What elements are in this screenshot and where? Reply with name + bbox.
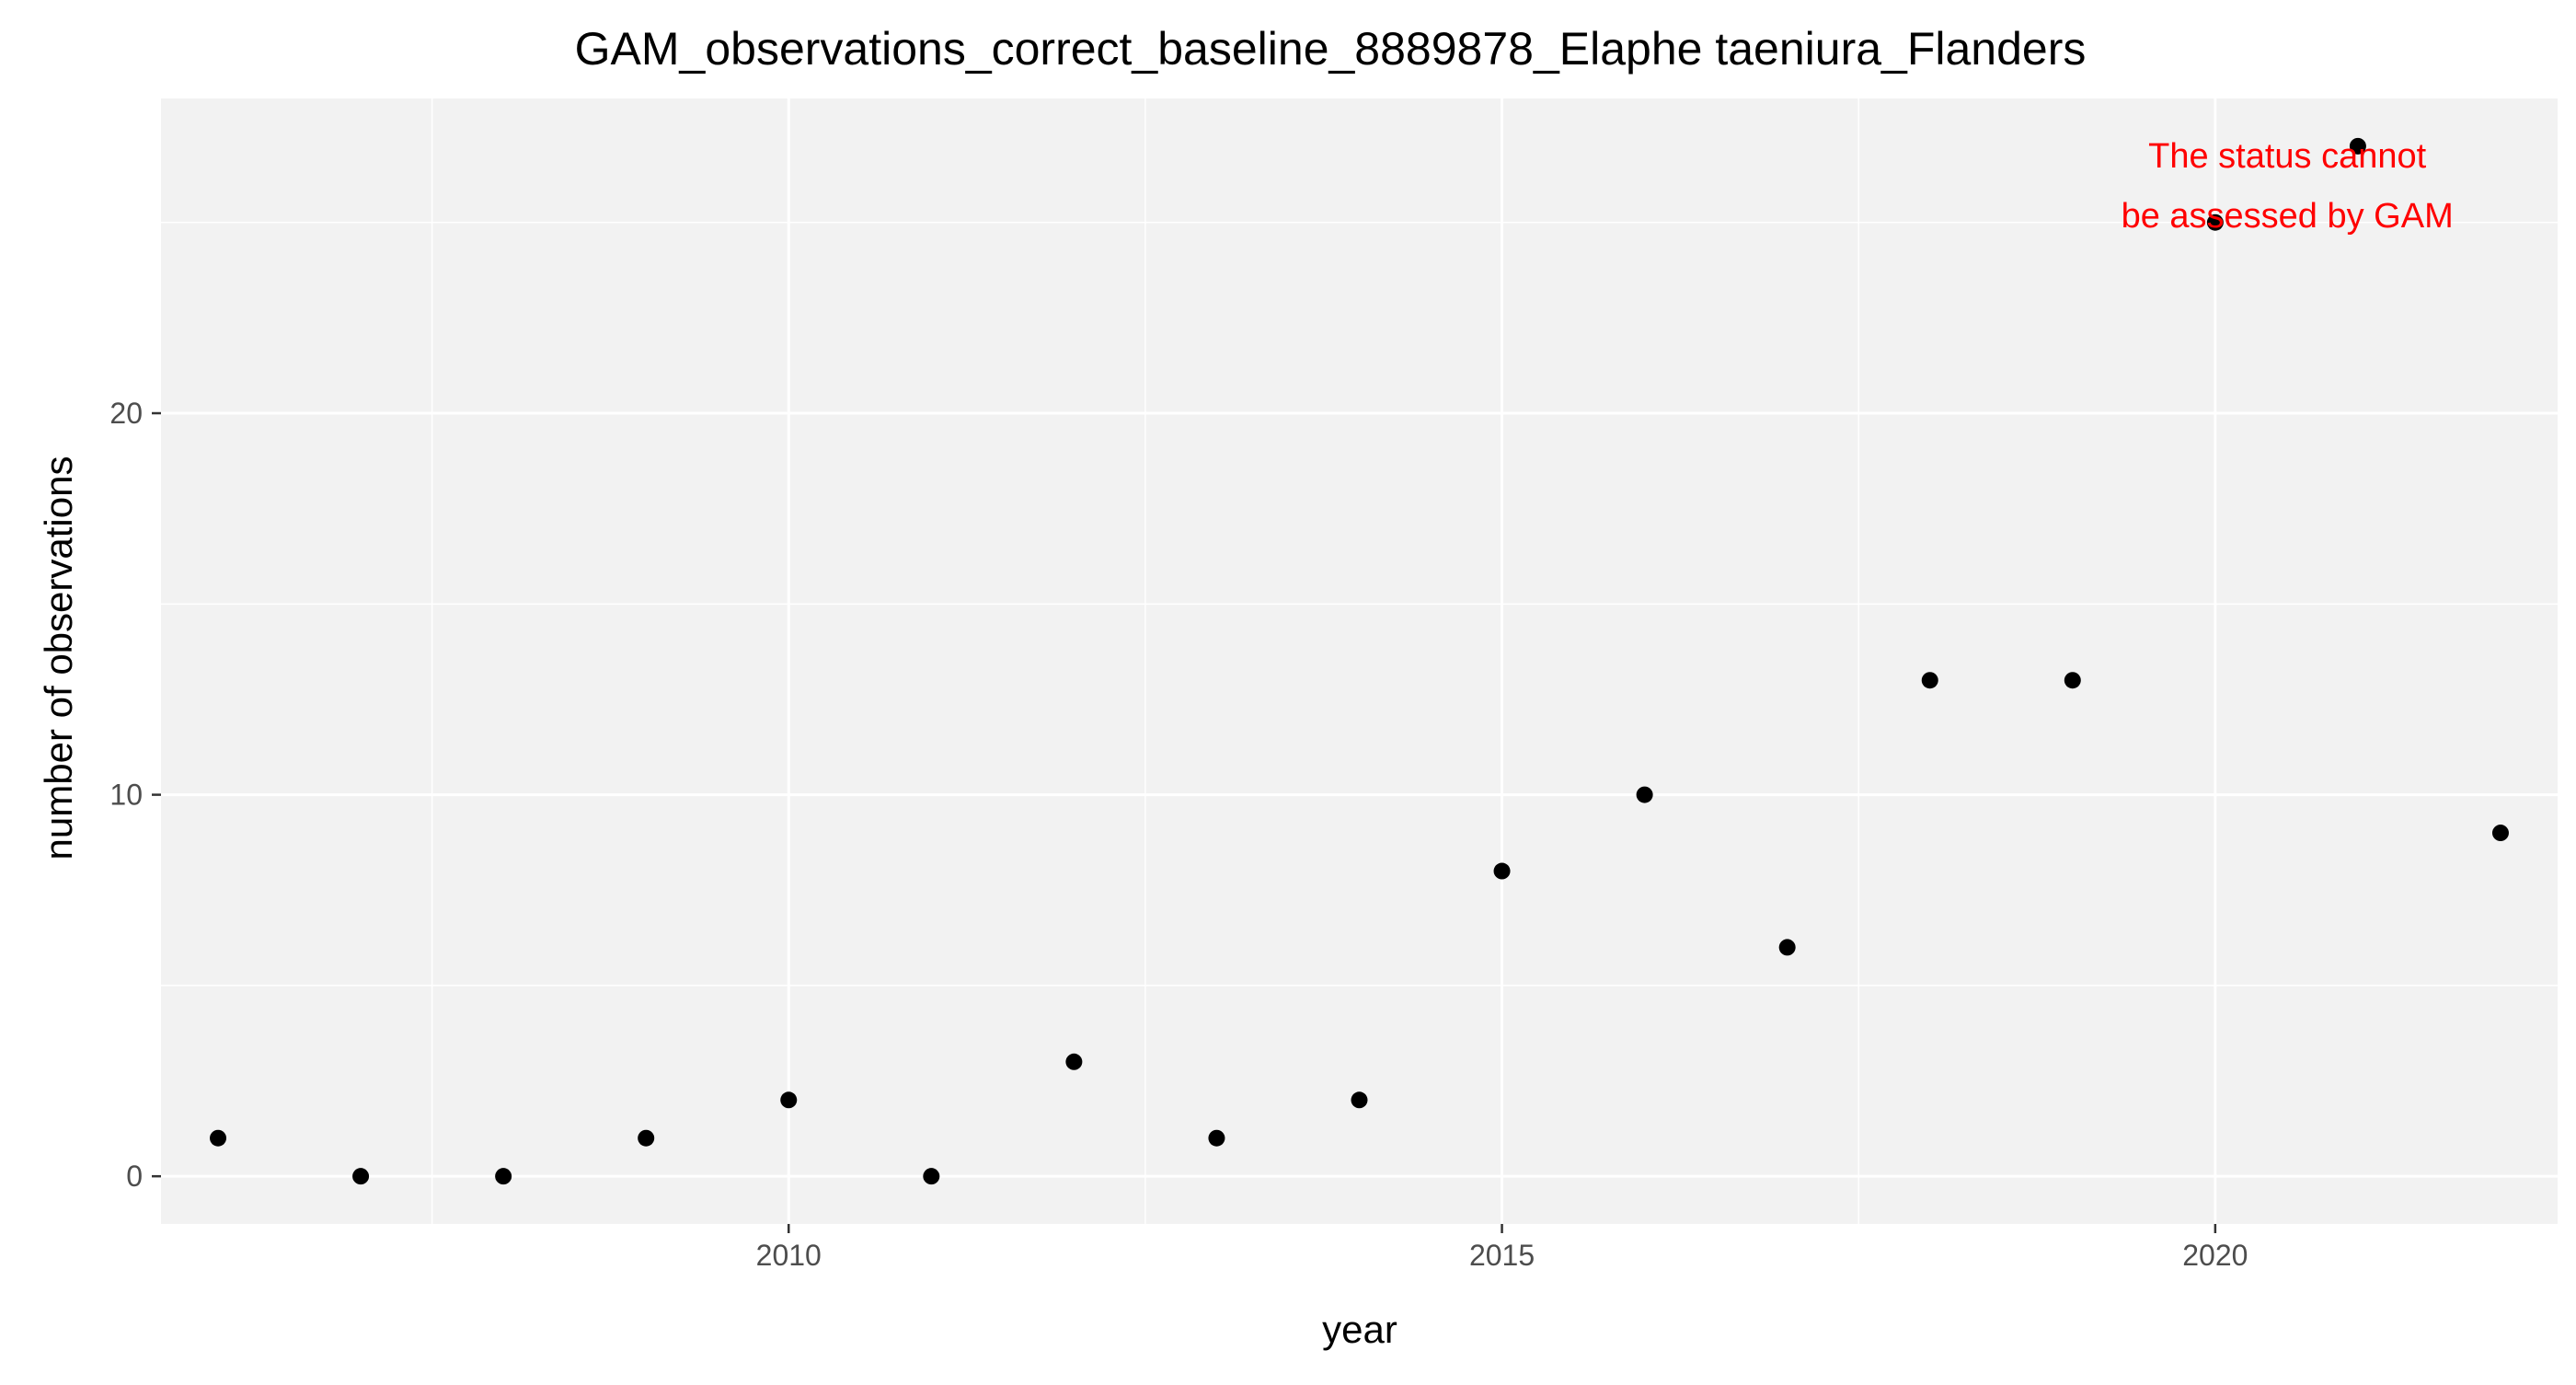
x-axis-title: year bbox=[1322, 1308, 1397, 1351]
data-point bbox=[2349, 137, 2366, 155]
x-tick-label: 2010 bbox=[756, 1239, 822, 1272]
data-points bbox=[210, 137, 2509, 1185]
data-point bbox=[923, 1168, 940, 1185]
annotation-line: The status cannot bbox=[2148, 137, 2427, 176]
data-point bbox=[1208, 1129, 1225, 1147]
data-point bbox=[1351, 1091, 1368, 1109]
data-point bbox=[1778, 939, 1796, 956]
data-point bbox=[780, 1091, 798, 1109]
x-tick-label: 2020 bbox=[2182, 1239, 2248, 1272]
panel-background bbox=[161, 98, 2558, 1224]
annotation: The status cannot be assessed by GAM bbox=[2122, 137, 2454, 236]
x-axis: 2010 2015 2020 bbox=[756, 1224, 2248, 1272]
data-point bbox=[2206, 214, 2224, 231]
y-tick-label: 0 bbox=[126, 1160, 143, 1193]
chart-title: GAM_observations_correct_baseline_888987… bbox=[575, 23, 2087, 75]
data-point bbox=[1065, 1053, 1083, 1070]
data-point bbox=[1921, 672, 1938, 689]
y-axis-title: number of observations bbox=[37, 456, 80, 860]
y-tick-label: 10 bbox=[109, 779, 143, 812]
data-point bbox=[210, 1129, 227, 1147]
plot-panel bbox=[161, 98, 2573, 1224]
data-point bbox=[1636, 786, 1653, 803]
y-axis: 0 10 20 bbox=[109, 397, 161, 1193]
y-tick-label: 20 bbox=[109, 397, 143, 430]
data-point bbox=[638, 1129, 655, 1147]
data-point bbox=[2064, 672, 2081, 689]
x-tick-label: 2015 bbox=[1469, 1239, 1535, 1272]
data-point bbox=[495, 1168, 512, 1185]
data-point bbox=[1493, 862, 1511, 880]
data-point bbox=[2491, 825, 2509, 842]
data-point bbox=[352, 1168, 370, 1185]
annotation-line: be assessed by GAM bbox=[2122, 197, 2454, 236]
